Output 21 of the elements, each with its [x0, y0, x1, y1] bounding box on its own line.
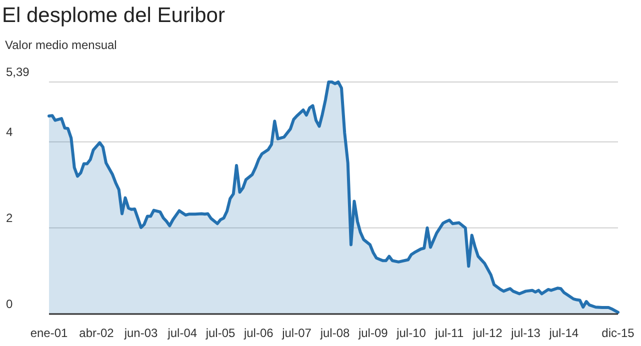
- x-tick-label: jul-11: [434, 326, 464, 340]
- x-tick-label: jul-06: [242, 326, 274, 340]
- x-tick-label: jul-04: [166, 326, 198, 340]
- x-tick-label: jul-05: [204, 326, 236, 340]
- y-tick-label: 5,39: [6, 65, 30, 79]
- chart-title: El desplome del Euribor: [2, 4, 225, 27]
- x-tick-label: jul-10: [396, 326, 426, 340]
- x-tick-label: dic-15: [602, 326, 635, 340]
- x-tick-label: jul-13: [510, 326, 541, 340]
- x-tick-label: jul-07: [281, 326, 312, 340]
- x-tick-label: jun-03: [123, 326, 158, 340]
- y-tick-label: 2: [6, 210, 13, 225]
- x-tick-label: abr-02: [79, 326, 114, 340]
- x-tick-label: jul-09: [357, 326, 388, 340]
- x-tick-label: jul-14: [548, 326, 579, 340]
- y-tick-label: 0: [6, 297, 13, 311]
- chart-subtitle: Valor medio mensual: [5, 38, 117, 52]
- x-tick-label: jul-12: [472, 326, 503, 340]
- x-tick-label: jul-08: [319, 326, 350, 340]
- x-tick-label: ene-01: [30, 326, 68, 340]
- y-tick-label: 4: [6, 124, 13, 139]
